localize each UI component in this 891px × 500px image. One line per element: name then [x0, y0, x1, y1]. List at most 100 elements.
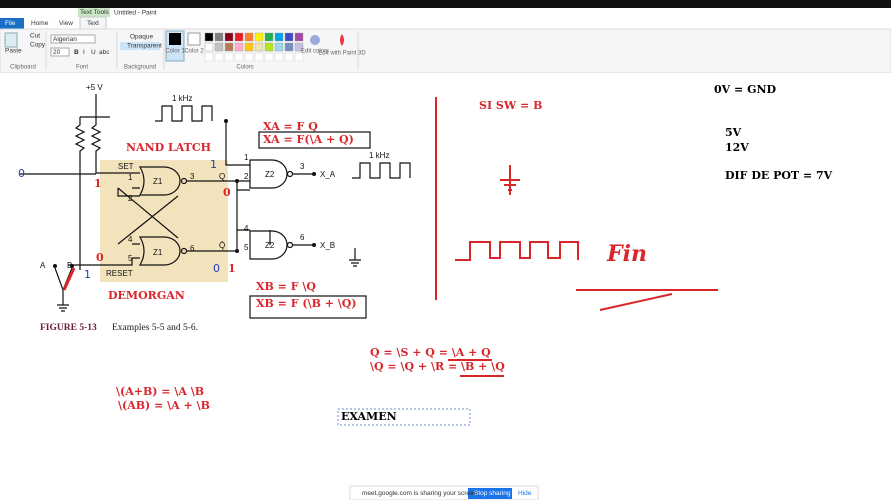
pin-label: 3 [190, 172, 195, 181]
note: NAND LATCH [126, 141, 211, 154]
note: EXAMEN [341, 410, 397, 423]
switch [54, 267, 73, 312]
empty-swatch[interactable] [214, 52, 224, 62]
transparent-option[interactable]: Transparent [127, 43, 162, 50]
square-wave [455, 241, 579, 261]
empty-swatch[interactable] [274, 52, 284, 62]
color2-swatch[interactable] [187, 32, 201, 46]
color-swatch[interactable] [254, 32, 264, 42]
color-swatch[interactable] [244, 42, 254, 52]
color-swatch[interactable] [234, 42, 244, 52]
font-style-button[interactable]: abc [99, 49, 110, 56]
title-bar [0, 8, 891, 29]
color-swatch[interactable] [284, 32, 294, 42]
ribbon-tab[interactable]: View [59, 20, 73, 27]
color1-swatch [169, 33, 181, 45]
pin-label: 6 [190, 244, 195, 253]
font-size[interactable]: 20 [53, 49, 61, 56]
stop-sharing-button[interactable] [468, 488, 512, 499]
note: 12V [725, 141, 749, 154]
opaque-option[interactable]: Opaque [130, 34, 154, 41]
clipboard-button[interactable]: Paste [5, 48, 22, 55]
color-swatch[interactable] [294, 32, 304, 42]
switch-lever [62, 267, 76, 291]
font-style-button[interactable]: I [83, 49, 85, 56]
color-swatch[interactable] [274, 32, 284, 42]
font-style-button[interactable]: B [74, 49, 79, 56]
empty-swatch[interactable] [254, 52, 264, 62]
pin-label: 6 [300, 233, 305, 242]
gate-z1-bottom [138, 236, 181, 266]
color-swatch[interactable] [274, 42, 284, 52]
color-swatch[interactable] [214, 42, 224, 52]
empty-swatch[interactable] [204, 52, 214, 62]
gate-label: Z1 [153, 177, 163, 186]
ribbon-tab[interactable]: File [5, 20, 16, 27]
output-wires [187, 121, 271, 252]
transparent-selected[interactable] [120, 42, 160, 50]
color-swatch[interactable] [264, 42, 274, 52]
gate-z1-top [138, 166, 181, 196]
note: DEMORGAN [108, 289, 185, 302]
ground-sketch [500, 165, 520, 195]
empty-swatch[interactable] [264, 52, 274, 62]
output-label: Q̄ [219, 241, 225, 250]
supply-wires [74, 94, 132, 270]
context-tab-bg [78, 8, 110, 17]
node [312, 243, 316, 247]
color-swatch[interactable] [214, 32, 224, 42]
color-swatch[interactable] [244, 32, 254, 42]
edit-paint3d[interactable]: Edit with Paint 3D [318, 51, 366, 57]
font-family[interactable]: Algerian [53, 36, 77, 43]
annotations [249, 97, 718, 426]
color-swatch[interactable] [224, 32, 234, 42]
empty-swatch[interactable] [224, 52, 234, 62]
clock-label: 1 kHz [369, 151, 389, 160]
clock-label: 1 kHz [172, 94, 192, 103]
empty-swatch[interactable] [244, 52, 254, 62]
color-swatch[interactable] [234, 32, 244, 42]
font-size-box[interactable] [50, 47, 70, 57]
color-swatch[interactable] [264, 32, 274, 42]
edit-colors[interactable]: Edit colors [301, 49, 329, 55]
note: XB = F (\B + \Q) [256, 297, 357, 310]
color-swatch[interactable] [224, 42, 234, 52]
stop-sharing[interactable]: Stop sharing [474, 490, 511, 497]
edit-colors-icon[interactable] [310, 35, 320, 45]
pin-label: 3 [300, 162, 305, 171]
color-swatch[interactable] [284, 42, 294, 52]
hide-button[interactable]: Hide [518, 490, 532, 497]
clipboard-button[interactable]: Copy [30, 42, 46, 49]
pin-label: 5 [128, 254, 133, 263]
color-swatch[interactable] [204, 42, 214, 52]
color-swatch[interactable] [204, 32, 214, 42]
paste-icon[interactable] [4, 32, 18, 48]
file-tab-bg[interactable] [0, 18, 24, 29]
font-style-button[interactable]: U [91, 49, 96, 56]
note: 0 [18, 167, 25, 180]
switch-label: B [67, 261, 72, 270]
ribbon-tab[interactable]: Text [87, 20, 99, 27]
supply-label: +5 V [86, 83, 103, 92]
ribbon-tab[interactable]: Home [31, 20, 49, 27]
clipboard-button[interactable]: Cut [30, 33, 40, 40]
empty-swatch[interactable] [234, 52, 244, 62]
paint3d-icon[interactable] [340, 34, 344, 46]
note: 1 [210, 158, 217, 171]
color2-label[interactable]: Color 2 [184, 49, 204, 55]
underline [448, 359, 504, 377]
reset-label: RESET [106, 269, 133, 278]
font-family-box[interactable] [50, 34, 96, 44]
clock-wave [352, 162, 411, 179]
color-swatch[interactable] [294, 42, 304, 52]
pin-label: 2 [128, 194, 133, 203]
empty-swatch[interactable] [284, 52, 294, 62]
text-selection[interactable] [337, 408, 471, 426]
color-swatch[interactable] [254, 42, 264, 52]
group-label: Clipboard [10, 65, 36, 71]
empty-swatch[interactable] [294, 52, 304, 62]
note: SI SW = B [479, 99, 542, 112]
gate-label: Z1 [153, 248, 163, 257]
color1-label[interactable]: Color 1 [165, 49, 185, 55]
